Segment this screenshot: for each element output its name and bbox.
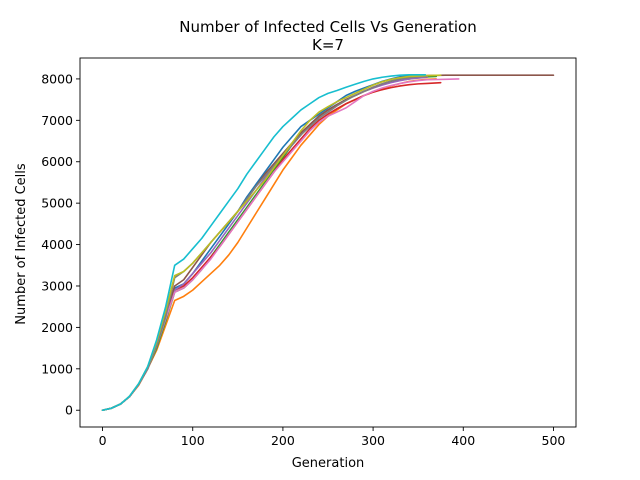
- y-tick-label-5000: 5000: [41, 196, 73, 211]
- x-axis-label: Generation: [292, 456, 365, 471]
- x-tick-label-0: 0: [99, 433, 107, 448]
- y-tick-label-7000: 7000: [41, 113, 73, 128]
- y-tick-label-4000: 4000: [41, 237, 73, 252]
- series-layer: [101, 73, 555, 412]
- x-tick-label-300: 300: [361, 433, 385, 448]
- x-tick-label-200: 200: [271, 433, 295, 448]
- y-tick-label-8000: 8000: [41, 71, 73, 86]
- y-tick-label-1000: 1000: [41, 361, 73, 376]
- y-axis-label: Number of Infected Cells: [14, 163, 29, 325]
- chart-title: Number of Infected Cells Vs Generation: [179, 18, 476, 36]
- x-tick-label-100: 100: [181, 433, 205, 448]
- x-tick-label-500: 500: [542, 433, 566, 448]
- series-line-8: [101, 75, 428, 412]
- chart-subtitle: K=7: [312, 36, 344, 54]
- series-line-10: [101, 73, 427, 412]
- plot-frame: [79, 57, 577, 428]
- x-tick-label-400: 400: [451, 433, 475, 448]
- y-tick-label-3000: 3000: [41, 278, 73, 293]
- y-tick-label-0: 0: [65, 403, 73, 418]
- y-tick-label-6000: 6000: [41, 154, 73, 169]
- y-tick-label-2000: 2000: [41, 320, 73, 335]
- axes-layer: 0 100 200 300 400 500010002000300040005000600…: [41, 57, 577, 448]
